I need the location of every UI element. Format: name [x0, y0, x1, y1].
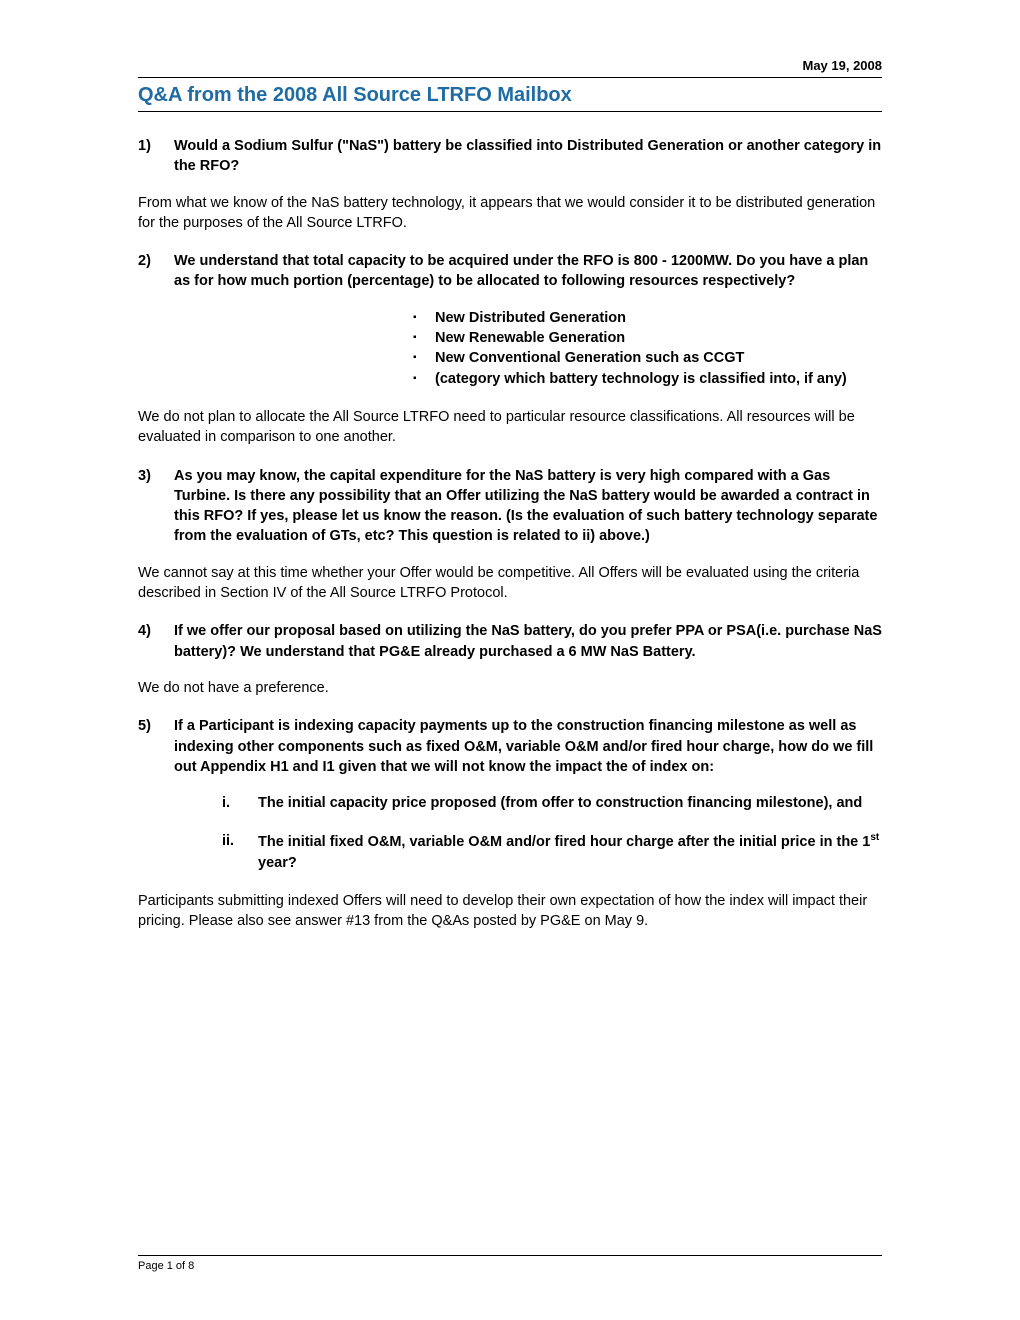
bullet-text: New Renewable Generation: [435, 328, 882, 348]
bullet-text: New Conventional Generation such as CCGT: [435, 348, 882, 368]
bullet-item: ▪ New Conventional Generation such as CC…: [413, 348, 882, 368]
sub-text: The initial fixed O&M, variable O&M and/…: [258, 831, 882, 872]
bullet-item: ▪ (category which battery technology is …: [413, 369, 882, 389]
question-num: 1): [138, 136, 174, 177]
question-text: If a Participant is indexing capacity pa…: [174, 716, 882, 777]
sub-item-i: i. The initial capacity price proposed (…: [222, 793, 882, 813]
bullet-marker: ▪: [413, 348, 435, 368]
sub-text-part-b: year?: [258, 855, 297, 871]
qa-block-1: 1) Would a Sodium Sulfur ("NaS") battery…: [138, 136, 882, 233]
bullet-marker: ▪: [413, 308, 435, 328]
page-date: May 19, 2008: [138, 58, 882, 73]
question-4: 4) If we offer our proposal based on uti…: [138, 621, 882, 662]
sub-text-part-a: The initial fixed O&M, variable O&M and/…: [258, 834, 870, 850]
sub-num: ii.: [222, 831, 258, 872]
qa-block-2: 2) We understand that total capacity to …: [138, 251, 882, 447]
page-title: Q&A from the 2008 All Source LTRFO Mailb…: [138, 84, 882, 107]
sub-num: i.: [222, 793, 258, 813]
answer-4: We do not have a preference.: [138, 678, 882, 698]
footer-page-number: Page 1 of 8: [138, 1260, 882, 1272]
answer-5: Participants submitting indexed Offers w…: [138, 891, 882, 932]
superscript-st: st: [870, 832, 879, 843]
question-num: 2): [138, 251, 174, 292]
question-1: 1) Would a Sodium Sulfur ("NaS") battery…: [138, 136, 882, 177]
answer-2: We do not plan to allocate the All Sourc…: [138, 407, 882, 448]
bullet-text: (category which battery technology is cl…: [435, 369, 882, 389]
sub-item-ii: ii. The initial fixed O&M, variable O&M …: [222, 831, 882, 872]
sub-item-list: i. The initial capacity price proposed (…: [222, 793, 882, 873]
question-text: We understand that total capacity to be …: [174, 251, 882, 292]
bullet-list: ▪ New Distributed Generation ▪ New Renew…: [413, 308, 882, 389]
sub-text: The initial capacity price proposed (fro…: [258, 793, 882, 813]
question-num: 4): [138, 621, 174, 662]
question-2: 2) We understand that total capacity to …: [138, 251, 882, 292]
answer-1: From what we know of the NaS battery tec…: [138, 193, 882, 234]
bullet-marker: ▪: [413, 369, 435, 389]
bullet-text: New Distributed Generation: [435, 308, 882, 328]
bullet-item: ▪ New Renewable Generation: [413, 328, 882, 348]
question-num: 3): [138, 466, 174, 547]
page-footer: Page 1 of 8: [138, 1255, 882, 1272]
question-3: 3) As you may know, the capital expendit…: [138, 466, 882, 547]
bullet-item: ▪ New Distributed Generation: [413, 308, 882, 328]
footer-divider: [138, 1255, 882, 1256]
bullet-marker: ▪: [413, 328, 435, 348]
qa-block-5: 5) If a Participant is indexing capacity…: [138, 716, 882, 931]
title-divider-bottom: [138, 111, 882, 112]
question-text: As you may know, the capital expenditure…: [174, 466, 882, 547]
title-divider-top: [138, 77, 882, 78]
question-num: 5): [138, 716, 174, 777]
question-5: 5) If a Participant is indexing capacity…: [138, 716, 882, 777]
question-text: Would a Sodium Sulfur ("NaS") battery be…: [174, 136, 882, 177]
qa-block-3: 3) As you may know, the capital expendit…: [138, 466, 882, 604]
answer-3: We cannot say at this time whether your …: [138, 563, 882, 604]
question-text: If we offer our proposal based on utiliz…: [174, 621, 882, 662]
qa-block-4: 4) If we offer our proposal based on uti…: [138, 621, 882, 698]
